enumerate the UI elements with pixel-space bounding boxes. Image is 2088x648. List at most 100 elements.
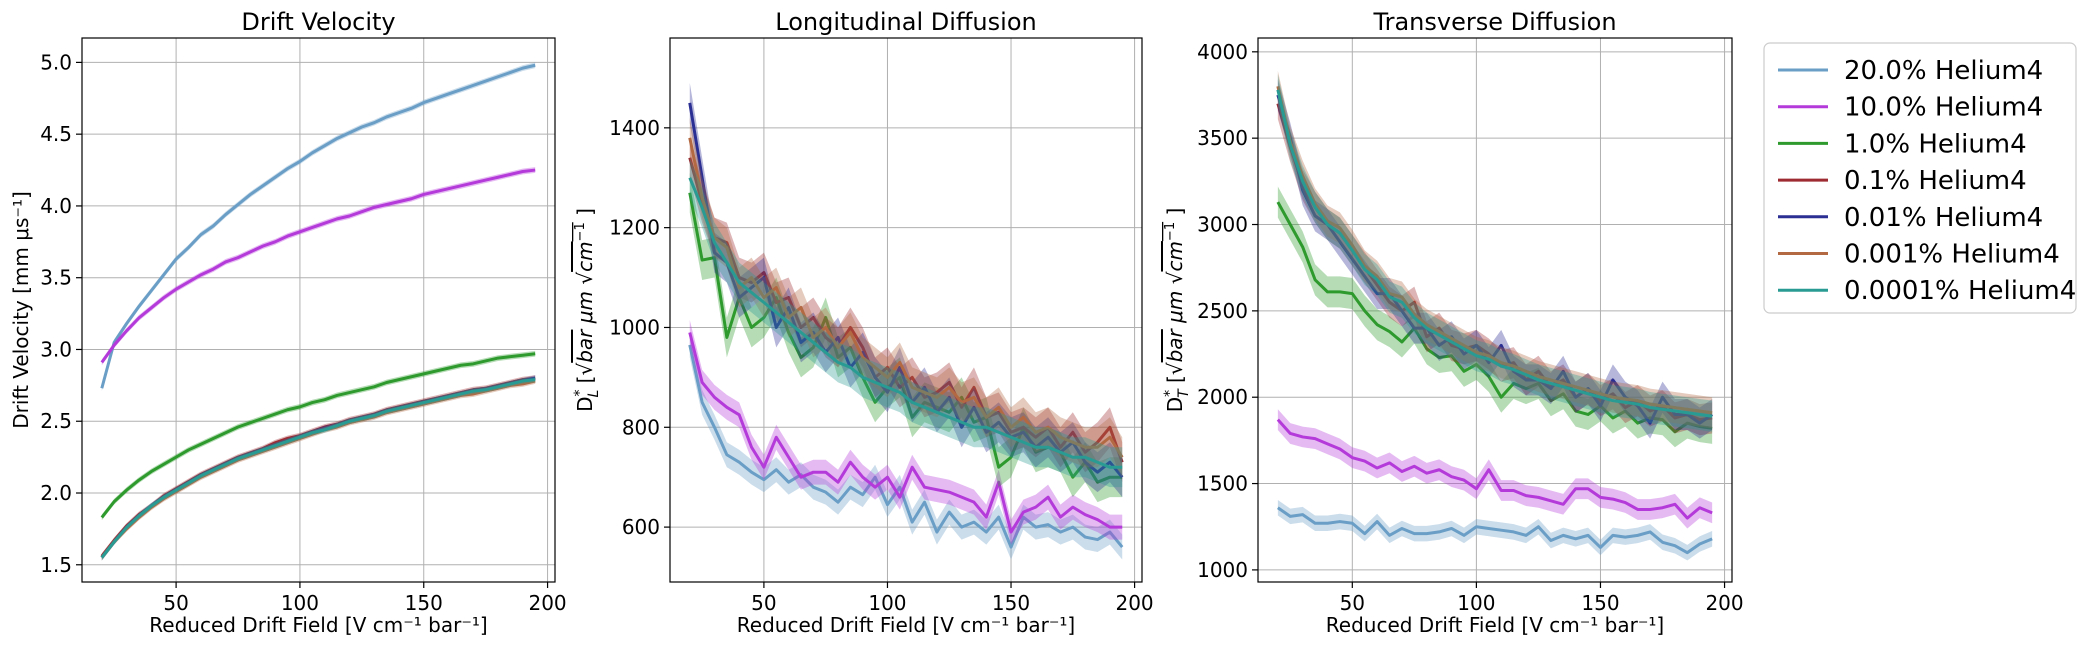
series-line (100, 376, 536, 558)
legend-item: 10.0% Helium4 (1778, 93, 2043, 123)
y-tick-label: 2000 (1197, 385, 1248, 409)
chart-title: Longitudinal Diffusion (775, 8, 1036, 36)
series-line (100, 376, 536, 559)
x-axis-label: Reduced Drift Field [V cm⁻¹ bar⁻¹] (737, 613, 1075, 637)
series-20-0-Helium4 (100, 62, 536, 392)
y-axis-label: Drift Velocity [mm μs⁻¹] (9, 191, 33, 429)
x-tick-label: 50 (163, 591, 188, 615)
confidence-band (101, 376, 536, 561)
x-tick-label: 50 (751, 591, 776, 615)
confidence-band (101, 378, 536, 561)
series-line (100, 168, 536, 364)
confidence-band (689, 137, 1123, 483)
x-tick-label: 100 (868, 591, 906, 615)
legend-label: 0.01% Helium4 (1844, 203, 2043, 233)
confidence-band (1277, 186, 1713, 448)
series-0-001-Helium4 (688, 117, 1124, 478)
panel-drift: 50 100 150 200 1.5 2.0 2.5 3.0 3.5 4.0 4.5 5.0 Drift… (9, 8, 567, 637)
legend-item: 0.01% Helium4 (1778, 203, 2043, 233)
axes-frame (81, 37, 556, 583)
confidence-band (689, 157, 1123, 488)
legend-item: 0.1% Helium4 (1778, 166, 2027, 196)
x-tick-label: 100 (1457, 591, 1495, 615)
y-tick-label: 1200 (609, 216, 660, 240)
x-tick-label: 50 (1340, 591, 1365, 615)
series-line (1276, 94, 1714, 425)
legend-item: 20.0% Helium4 (1778, 56, 2043, 86)
series-line (1276, 86, 1713, 415)
grid (82, 38, 555, 582)
series-1-0-Helium4 (1276, 186, 1713, 448)
x-tick-label: 200 (1115, 591, 1153, 615)
series-line (100, 63, 536, 389)
series-0-001-Helium4 (1276, 70, 1713, 429)
series-line (688, 177, 1123, 469)
y-tick-label: 2500 (1197, 299, 1248, 323)
y-tick-label: 3.5 (40, 266, 72, 290)
x-tick-label: 100 (281, 591, 319, 615)
legend-label: 20.0% Helium4 (1844, 56, 2043, 86)
legend-box (1763, 42, 2077, 314)
series-0-001-Helium4 (100, 378, 536, 561)
y-tick-label: 600 (622, 515, 660, 539)
confidence-band (101, 167, 536, 366)
x-tick-label: 150 (992, 591, 1030, 615)
legend: 20.0% Helium4 10.0% Helium4 1.0% Helium4 0.… (1763, 42, 2077, 314)
confidence-band (1277, 79, 1713, 439)
legend-label: 1.0% Helium4 (1844, 129, 2027, 159)
x-axis-label: Reduced Drift Field [V cm⁻¹ bar⁻¹] (149, 613, 487, 637)
x-tick-label: 150 (405, 591, 443, 615)
y-tick-label: 3500 (1197, 126, 1248, 150)
confidence-band (689, 332, 1123, 560)
series-line (688, 102, 1124, 479)
y-tick-label: 4000 (1197, 40, 1248, 64)
series-10-0-Helium4 (688, 319, 1123, 545)
y-tick-label: 1000 (609, 315, 660, 339)
series-line (1276, 201, 1713, 434)
y-tick-label: 1500 (1197, 472, 1248, 496)
series-line (688, 344, 1124, 549)
series-0-0001-Helium4 (1276, 74, 1713, 432)
confidence-band (1277, 88, 1713, 436)
series-line (100, 379, 536, 559)
x-axis-label: Reduced Drift Field [V cm⁻¹ bar⁻¹] (1326, 613, 1664, 637)
legend-item: 0.001% Helium4 (1778, 240, 2060, 270)
confidence-band (1277, 74, 1713, 432)
y-axis-label: D*T [√bar μm √cm−1 ] (1162, 208, 1192, 413)
series-20-0-Helium4 (1276, 499, 1713, 561)
series-20-0-Helium4 (688, 332, 1124, 560)
legend-item: 1.0% Helium4 (1778, 129, 2027, 159)
grid (1258, 38, 1732, 582)
series-10-0-Helium4 (100, 167, 536, 366)
chart-title: Drift Velocity (241, 8, 395, 36)
y-tick-label: 4.5 (40, 122, 72, 146)
y-tick-label: 3.0 (40, 337, 72, 361)
legend-item: 0.0001% Helium4 (1778, 276, 2076, 306)
chart-title: Transverse Diffusion (1372, 8, 1616, 36)
panel-long: 50 100 150 200 600 800 1000 1200 1400 Longitudina… (572, 8, 1154, 637)
series-0-01-Helium4 (1276, 79, 1714, 439)
x-tick-label: 200 (528, 591, 566, 615)
y-tick-label: 3000 (1197, 213, 1248, 237)
grid (670, 38, 1142, 582)
panel-trans: 50 100 150 200 1000 1500 2000 2500 3000 3500 4000 T… (1162, 8, 1744, 637)
legend-label: 0.001% Helium4 (1844, 240, 2060, 270)
x-tick-label: 200 (1705, 591, 1743, 615)
confidence-band (689, 319, 1123, 545)
series-line (100, 352, 536, 519)
y-tick-label: 4.0 (40, 194, 72, 218)
series-line (1276, 506, 1713, 555)
series-line (1276, 89, 1713, 418)
legend-label: 0.0001% Helium4 (1844, 276, 2076, 306)
series-10-0-Helium4 (1276, 409, 1713, 529)
confidence-band (689, 117, 1123, 478)
y-tick-label: 2.0 (40, 481, 72, 505)
legend-label: 0.1% Helium4 (1844, 166, 2027, 196)
y-tick-label: 1.5 (40, 553, 72, 577)
legend-label: 10.0% Helium4 (1844, 93, 2043, 123)
confidence-band (1277, 70, 1713, 429)
y-tick-label: 2.5 (40, 409, 72, 433)
y-tick-label: 1400 (609, 116, 660, 140)
y-tick-label: 5.0 (40, 50, 72, 74)
